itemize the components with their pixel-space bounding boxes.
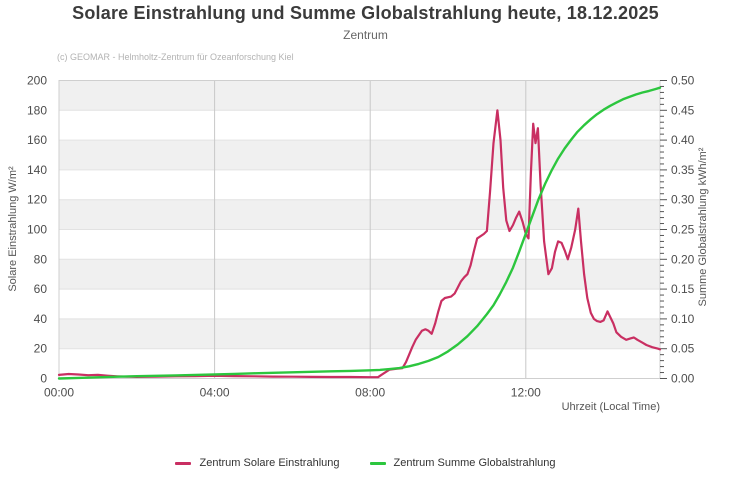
right-axis-tick-label: 0.30 (671, 193, 695, 207)
left-axis-tick-label: 40 (34, 312, 48, 326)
copyright-notice: (c) GEOMAR - Helmholtz-Zentrum für Ozean… (57, 52, 294, 62)
plot-band (59, 199, 660, 230)
chart-subtitle: Zentrum (343, 28, 388, 42)
right-axis-tick-label: 0.20 (671, 252, 695, 266)
plot-band (59, 140, 660, 170)
left-axis-tick-label: 0 (40, 372, 47, 386)
legend: Zentrum Solare Einstrahlung Zentrum Summ… (0, 457, 731, 469)
left-axis-tick-label: 180 (27, 103, 47, 117)
chart-title: Solare Einstrahlung und Summe Globalstra… (72, 3, 659, 23)
right-axis-title: Summe Globalstrahlung kWh/m² (697, 147, 709, 307)
legend-label-solare: Zentrum Solare Einstrahlung (199, 457, 340, 469)
left-axis-tick-label: 200 (27, 74, 47, 88)
right-axis-tick-label: 0.05 (671, 342, 695, 356)
x-axis-tick-label: 04:00 (200, 386, 230, 400)
series-line-summe-globalstrahlung (57, 86, 662, 380)
left-axis-tick-label: 120 (27, 193, 47, 207)
right-axis-tick-label: 0.50 (671, 74, 695, 88)
legend-item-summe-globalstrahlung[interactable]: Zentrum Summe Globalstrahlung (369, 457, 556, 469)
left-axis-tick-label: 80 (34, 252, 48, 266)
legend-item-solare-einstrahlung[interactable]: Zentrum Solare Einstrahlung (175, 457, 340, 469)
right-axis-tick-label: 0.25 (671, 223, 695, 237)
right-axis-tick-label: 0.00 (671, 372, 695, 386)
x-axis-title: Uhrzeit (Local Time) (561, 401, 660, 413)
left-axis-title: Solare Einstrahlung W/m² (7, 166, 19, 292)
legend-label-summe: Zentrum Summe Globalstrahlung (393, 457, 556, 469)
right-axis-tick-label: 0.10 (671, 312, 695, 326)
left-axis-tick-label: 160 (27, 133, 47, 147)
right-axis-tick-label: 0.40 (671, 133, 695, 147)
plot-band (59, 259, 660, 290)
left-axis-tick-label: 100 (27, 223, 47, 237)
legend-dash-solare-icon (175, 461, 192, 465)
x-axis-tick-label: 00:00 (44, 386, 74, 400)
right-axis-tick-label: 0.35 (671, 163, 695, 177)
x-axis-tick-label: 08:00 (355, 386, 385, 400)
x-axis-tick-label: 12:00 (511, 386, 541, 400)
series-line-solare-einstrahlung (57, 109, 662, 379)
left-axis-tick-label: 60 (34, 282, 48, 296)
right-axis-tick-label: 0.45 (671, 103, 695, 117)
left-axis-tick-label: 140 (27, 163, 47, 177)
left-axis-tick-label: 20 (34, 342, 48, 356)
right-axis-tick-label: 0.15 (671, 282, 695, 296)
plot-band (59, 80, 660, 111)
legend-dash-summe-icon (369, 461, 386, 465)
plot-band (59, 318, 660, 349)
